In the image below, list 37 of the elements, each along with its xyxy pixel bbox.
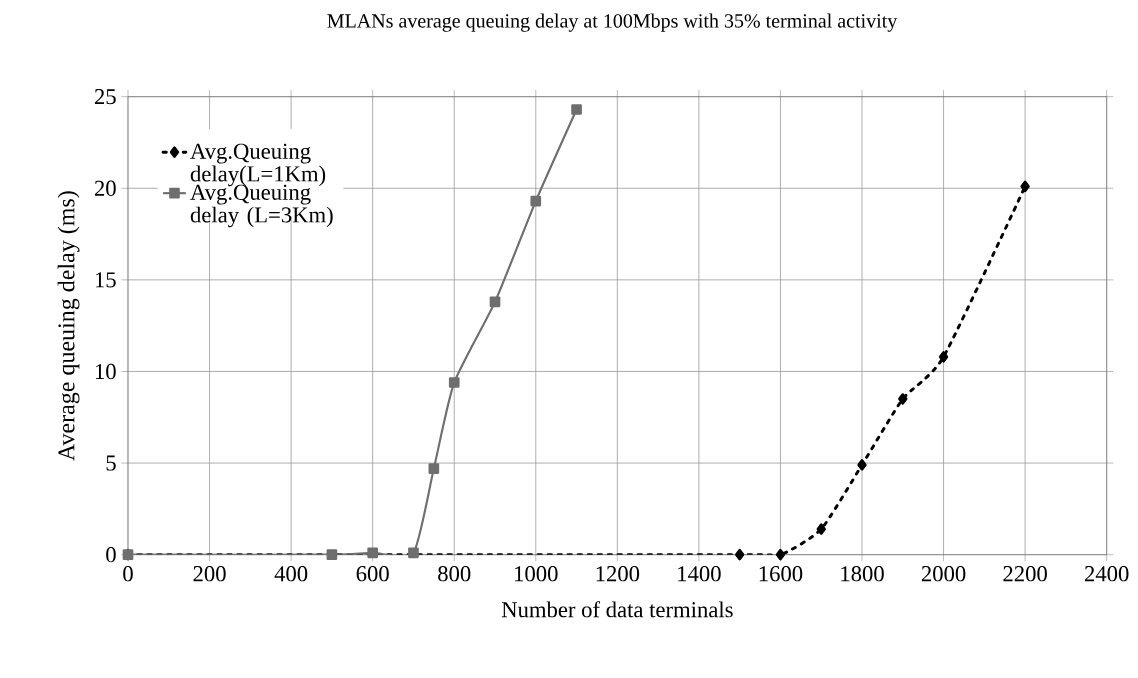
y-axis-title: Average queuing delay (ms) <box>57 191 80 461</box>
point <box>1020 180 1030 193</box>
point <box>408 547 419 559</box>
x-tick-label: 800 <box>438 566 471 582</box>
y-tick-label: 5 <box>106 455 116 471</box>
point <box>367 547 379 559</box>
point <box>898 393 908 405</box>
x-tick-label: 400 <box>274 566 308 582</box>
point <box>816 523 826 535</box>
point <box>857 459 867 471</box>
x-axis-title: Number of data terminals <box>501 601 733 618</box>
y-tick-label: 0 <box>106 547 116 563</box>
point <box>938 351 949 363</box>
point <box>326 549 338 561</box>
y-tick-label: 25 <box>94 89 116 105</box>
point <box>428 463 440 474</box>
x-tick-label: 1200 <box>596 566 640 582</box>
x-tick-label: 1000 <box>515 566 558 582</box>
point <box>735 548 745 561</box>
x-tick-label: 1600 <box>759 566 803 582</box>
point <box>775 548 786 561</box>
x-tick-label: 200 <box>193 566 226 582</box>
point <box>530 195 542 207</box>
x-tick-label: 2200 <box>1003 566 1047 582</box>
x-tick-label: 600 <box>356 566 389 582</box>
x-tick-label: 1800 <box>841 566 884 582</box>
point <box>448 377 460 388</box>
chart-title: MLANs average queuing delay at 100Mbps with 35% terminal activity <box>327 13 898 32</box>
y-tick-label: 10 <box>95 363 116 380</box>
point <box>489 296 501 308</box>
x-tick-label: 0 <box>123 566 133 582</box>
x-tick-label: 2400 <box>1085 566 1129 582</box>
x-tick-label: 1400 <box>678 566 721 582</box>
x-tick-label: 2000 <box>921 566 966 582</box>
y-tick-label: 20 <box>94 180 116 196</box>
point <box>571 104 582 115</box>
y-tick-label: 15 <box>95 272 116 288</box>
